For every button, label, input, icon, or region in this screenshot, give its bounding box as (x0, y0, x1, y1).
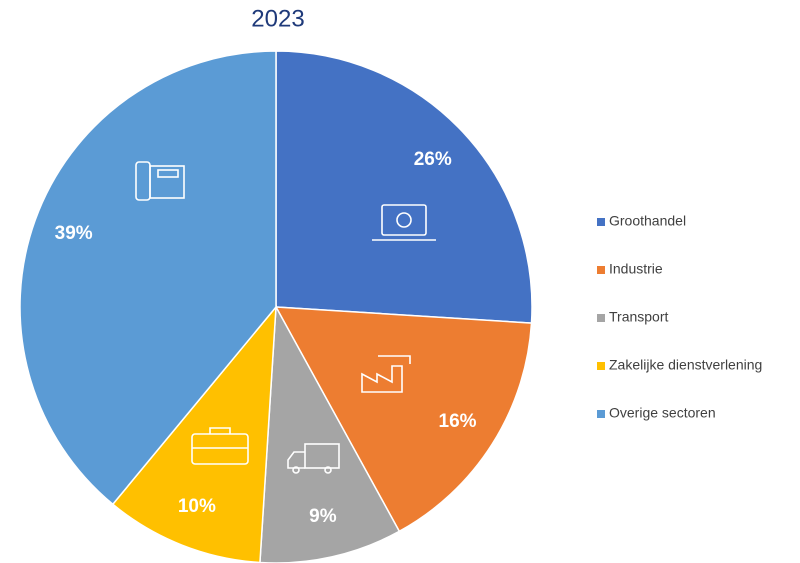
phone-icon (135, 161, 185, 201)
legend: Groothandel Industrie Transport Zakelijke d… (597, 213, 762, 421)
legend-label: Groothandel (609, 213, 686, 229)
legend-label: Zakelijke dienstverlening (609, 357, 762, 373)
legend-swatch (597, 218, 605, 226)
legend-label: Transport (609, 309, 669, 325)
pie-slice (19, 50, 277, 506)
icons (135, 161, 436, 474)
truck-icon (287, 443, 340, 474)
data-label: 26% (414, 149, 452, 170)
data-labels: 26% 16% 9% 10% 39% (55, 149, 477, 527)
chart-title: 2023 (251, 5, 304, 32)
legend-label: Overige sectoren (609, 405, 716, 421)
pie (19, 50, 533, 563)
data-label: 10% (178, 496, 216, 517)
data-label: 16% (439, 411, 477, 432)
legend-swatch (597, 362, 605, 370)
data-label: 9% (309, 506, 337, 527)
pie-slice (274, 306, 533, 533)
laptop-icon (372, 204, 436, 241)
legend-swatch (597, 314, 605, 322)
briefcase-icon (191, 427, 249, 465)
legend-swatch (597, 410, 605, 418)
data-label: 39% (55, 223, 93, 244)
factory-icon (361, 355, 411, 393)
legend-swatch (597, 266, 605, 274)
legend-label: Industrie (609, 261, 663, 277)
pie-slice (275, 50, 533, 324)
